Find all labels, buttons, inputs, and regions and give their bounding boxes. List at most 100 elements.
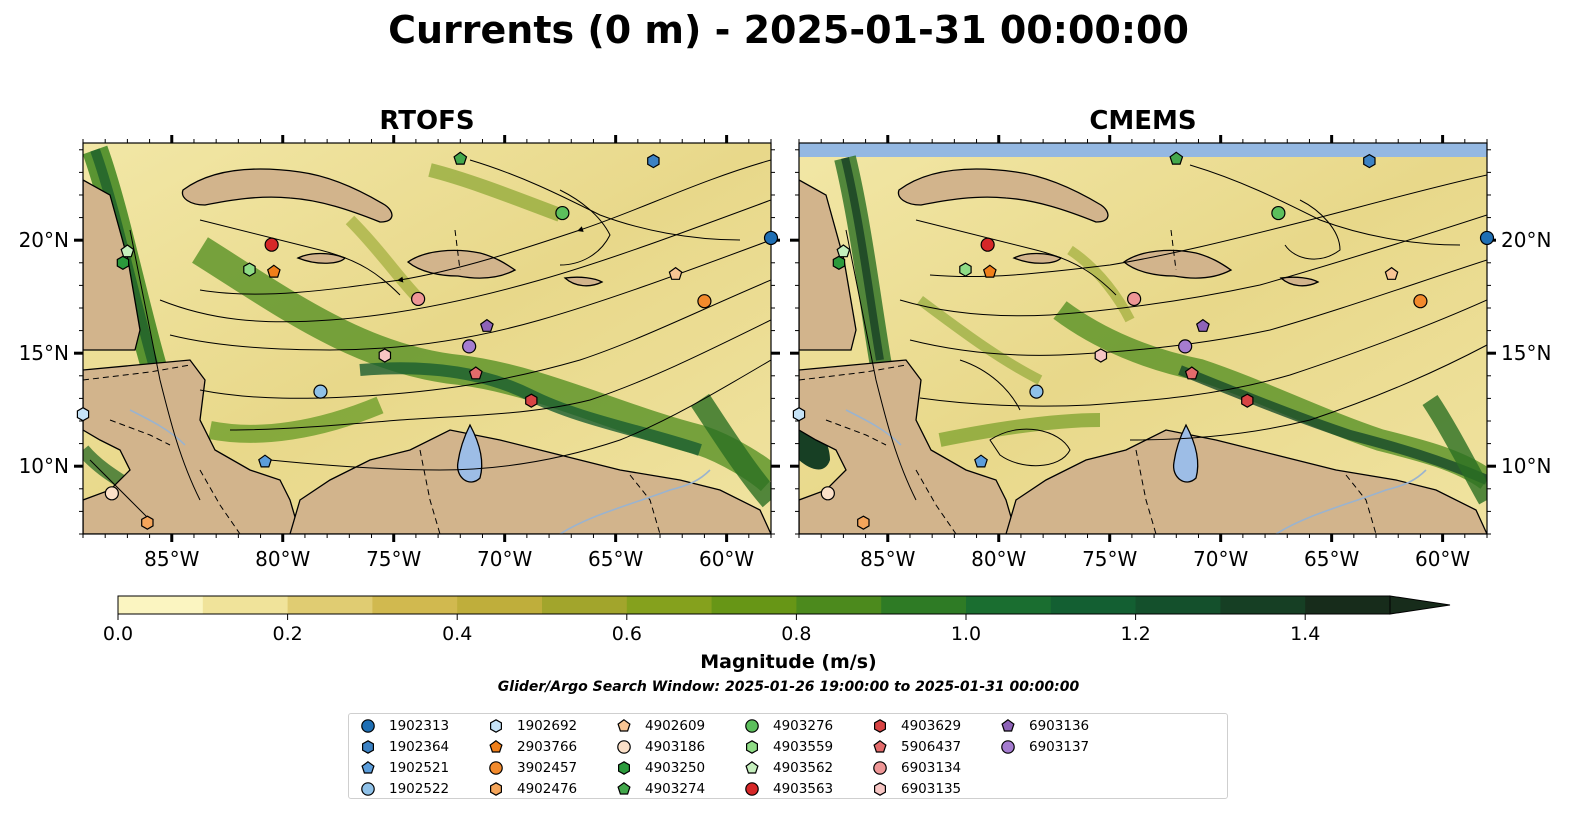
- colorbar-tick-label: 1.2: [1120, 623, 1150, 645]
- legend-label: 4903274: [645, 781, 706, 797]
- float-marker-4903186: [104, 486, 119, 501]
- panel-title-cmems: CMEMS: [1089, 106, 1197, 136]
- lon-tick-label: 65°W: [1304, 547, 1359, 571]
- float-marker-1902522: [313, 384, 328, 399]
- legend-item: 4902476: [485, 779, 577, 799]
- legend-item: 4902609: [613, 716, 705, 736]
- legend-label: 2903766: [517, 739, 578, 755]
- colorbar-tick-label: 0.0: [103, 623, 133, 645]
- float-marker-4903563: [264, 237, 279, 252]
- float-markers-rtofs: [76, 151, 779, 530]
- axes-cmems: 85°W 80°W 75°W 70°W 65°W 60°W 10°N 15°N 20°N: [790, 135, 1551, 571]
- map-panel-rtofs: 85°W 80°W 75°W 70°W 65°W 60°W 10°N 15°N 20°N: [19, 135, 780, 571]
- lon-tick-label: 60°W: [699, 547, 754, 571]
- pentagon-marker-icon: [489, 740, 503, 753]
- legend-label: 1902521: [389, 760, 450, 776]
- legend-item: 2903766: [485, 737, 577, 757]
- search-window-note: Glider/Argo Search Window: 2025-01-26 19…: [497, 679, 1080, 695]
- float-legend: 1902313 1902364 1902521 1902522 1902692 29037…: [348, 713, 1228, 799]
- colorbar-tick-label: 0.8: [781, 623, 811, 645]
- legend-label: 4903562: [773, 760, 834, 776]
- float-marker-1902364: [647, 153, 660, 169]
- colorbar-tick-label: 0.4: [442, 623, 472, 645]
- float-marker-6903134: [411, 291, 426, 307]
- float-marker-6903136: [479, 318, 494, 332]
- legend-label: 4902476: [517, 781, 578, 797]
- legend-item: 4903562: [741, 758, 833, 778]
- legend-item: 4903250: [613, 758, 705, 778]
- legend-item: 4903274: [613, 779, 705, 799]
- lon-tick-label: 80°W: [971, 547, 1026, 571]
- float-marker-4903629: [525, 393, 538, 408]
- hexagon-marker-icon: [874, 719, 886, 733]
- pentagon-marker-icon: [361, 761, 375, 774]
- legend-marker: [617, 740, 631, 754]
- float-marker-6903134: [1127, 291, 1142, 307]
- hexagon-marker-icon: [362, 740, 374, 754]
- colorbar-segment: [1220, 596, 1306, 614]
- float-marker-4903186: [820, 486, 835, 501]
- legend-marker: [618, 761, 630, 775]
- float-marker-4903562: [120, 244, 135, 258]
- streamlines: [89, 159, 771, 521]
- legend-label: 1902313: [389, 718, 450, 734]
- colorbar-segment: [202, 596, 289, 614]
- colorbar-segment: [796, 596, 882, 614]
- legend-label: 3902457: [517, 760, 578, 776]
- circle-marker-icon: [617, 740, 631, 754]
- lon-tick-label: 70°W: [1193, 547, 1248, 571]
- axes-rtofs: 85°W 80°W 75°W 70°W 65°W 60°W 10°N 15°N 20°N: [19, 135, 780, 571]
- colorbar: 0.0 0.2 0.4 0.6 0.8 1.0 1.2 1.4: [103, 595, 1451, 645]
- colorbar-segment: [881, 596, 967, 614]
- circle-marker-icon: [745, 719, 759, 733]
- hexagon-marker-icon: [874, 782, 886, 796]
- legend-item: 1902522: [357, 779, 449, 799]
- float-marker-1902522: [1029, 384, 1044, 399]
- legend-marker: [361, 782, 375, 796]
- legend-label: 4902609: [645, 718, 706, 734]
- pentagon-marker-icon: [617, 719, 631, 732]
- legend-label: 1902364: [389, 739, 450, 755]
- legend-marker: [361, 761, 375, 774]
- colorbar-segment: [1305, 596, 1391, 614]
- lat-tick-label: 20°N: [1501, 228, 1551, 252]
- legend-marker: [746, 740, 758, 754]
- lon-tick-label: 70°W: [477, 547, 532, 571]
- pentagon-marker-icon: [617, 782, 631, 795]
- lat-tick-label: 15°N: [19, 341, 69, 365]
- legend-label: 1902522: [389, 781, 450, 797]
- legend-label: 4903629: [901, 718, 962, 734]
- landmass: [799, 168, 1487, 534]
- legend-item: 6903136: [997, 716, 1089, 736]
- legend-label: 1902692: [517, 718, 578, 734]
- float-marker-4903250: [832, 255, 846, 270]
- lon-tick-label: 85°W: [144, 547, 199, 571]
- float-marker-4902476: [141, 515, 154, 530]
- legend-marker: [1001, 719, 1015, 732]
- circle-marker-icon: [489, 761, 503, 775]
- lat-tick-label: 20°N: [19, 228, 69, 252]
- float-marker-4903562: [836, 244, 851, 258]
- float-marker-5906437: [1184, 366, 1199, 380]
- landmass: [83, 168, 771, 534]
- legend-label: 4903276: [773, 718, 834, 734]
- pentagon-marker-icon: [1001, 719, 1015, 732]
- legend-label: 6903136: [1029, 718, 1090, 734]
- colorbar-segment: [711, 596, 797, 614]
- legend-item: 6903137: [997, 737, 1089, 757]
- float-marker-1902313: [1479, 230, 1495, 246]
- colorbar-tick-label: 0.6: [612, 623, 642, 645]
- no-data-strip: [799, 143, 1487, 157]
- legend-item: 4903629: [869, 716, 961, 736]
- float-marker-4902609: [1384, 266, 1399, 280]
- rivers: [845, 409, 1427, 534]
- legend-marker: [361, 719, 375, 733]
- legend-item: 6903135: [869, 779, 961, 799]
- float-marker-4903274: [1169, 151, 1184, 165]
- float-marker-2903766: [266, 264, 281, 278]
- float-marker-6903137: [462, 339, 477, 354]
- map-frame: [82, 142, 772, 535]
- float-marker-6903135: [1094, 348, 1108, 363]
- float-marker-4903274: [453, 151, 468, 165]
